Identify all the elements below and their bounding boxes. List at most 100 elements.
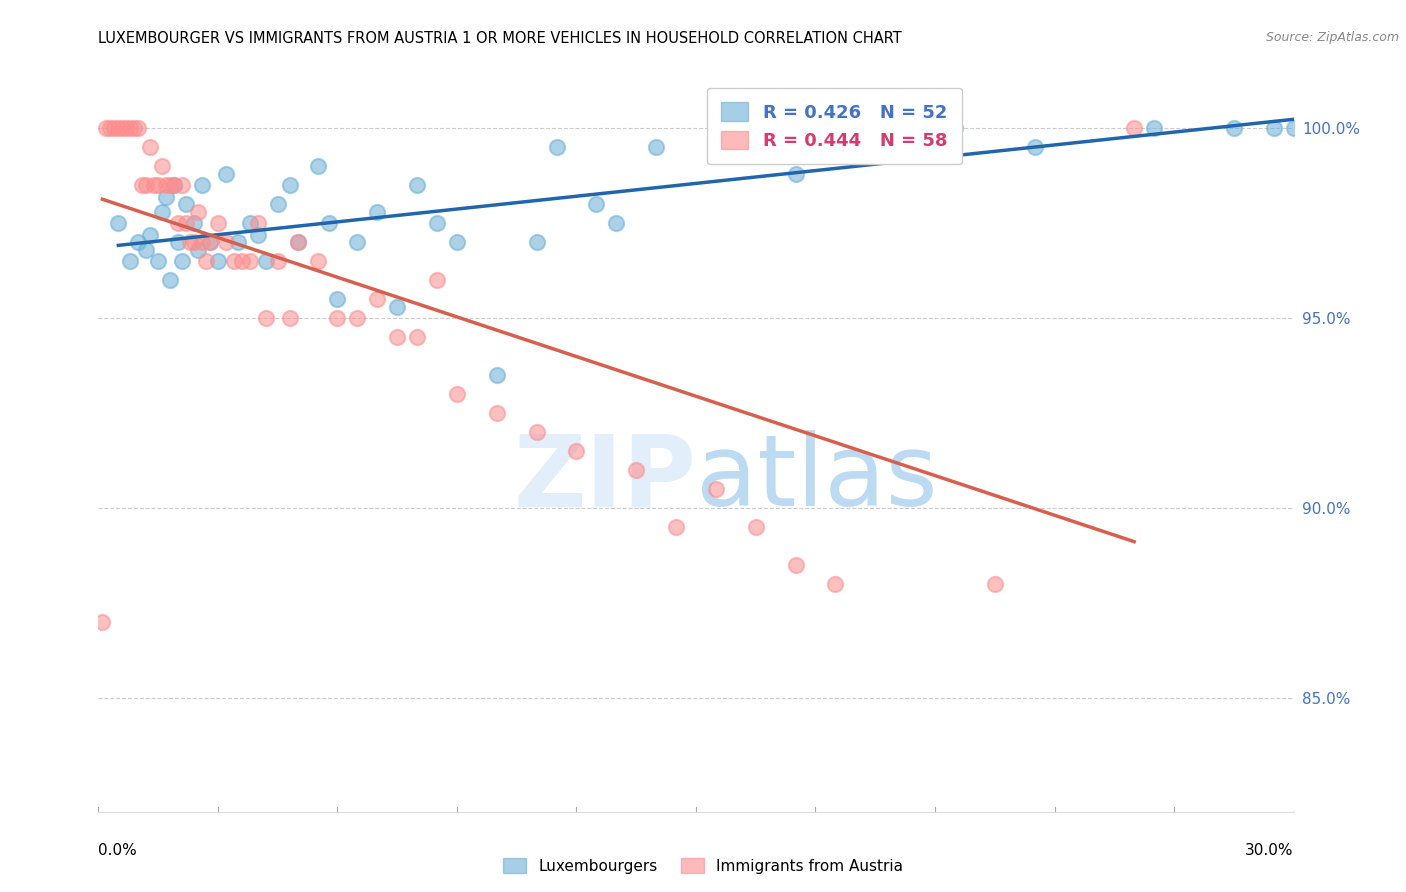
Point [526, 425, 548, 439]
Point [326, 311, 349, 326]
Point [1282, 121, 1305, 136]
Point [174, 197, 197, 211]
Point [100, 121, 122, 136]
Point [406, 178, 429, 193]
Point [626, 463, 648, 477]
Point [485, 368, 508, 383]
Point [179, 235, 201, 250]
Point [207, 254, 229, 268]
Point [124, 121, 146, 136]
Point [139, 140, 162, 154]
Point [148, 254, 170, 268]
Point [526, 235, 548, 250]
Point [107, 121, 129, 136]
Point [724, 140, 747, 154]
Point [546, 140, 568, 154]
Point [565, 444, 588, 458]
Point [163, 178, 186, 193]
Legend: R = 0.426   N = 52, R = 0.444   N = 58: R = 0.426 N = 52, R = 0.444 N = 58 [707, 87, 962, 164]
Point [665, 520, 688, 534]
Point [155, 189, 177, 203]
Point [163, 178, 186, 193]
Text: LUXEMBOURGER VS IMMIGRANTS FROM AUSTRIA 1 OR MORE VEHICLES IN HOUSEHOLD CORRELAT: LUXEMBOURGER VS IMMIGRANTS FROM AUSTRIA … [98, 31, 903, 46]
Point [645, 140, 668, 154]
Point [174, 216, 197, 230]
Point [426, 216, 449, 230]
Point [103, 121, 125, 136]
Point [785, 167, 807, 181]
Point [131, 178, 153, 193]
Point [426, 273, 449, 287]
Point [222, 254, 245, 268]
Point [172, 178, 194, 193]
Point [239, 254, 262, 268]
Point [239, 216, 262, 230]
Point [804, 140, 827, 154]
Point [366, 292, 388, 306]
Text: atlas: atlas [696, 430, 938, 527]
Point [1263, 121, 1285, 136]
Point [1123, 121, 1146, 136]
Point [135, 178, 157, 193]
Point [485, 406, 508, 420]
Point [346, 235, 368, 250]
Point [187, 243, 209, 257]
Point [585, 197, 607, 211]
Point [824, 577, 846, 591]
Point [150, 159, 173, 173]
Point [155, 178, 177, 193]
Text: Source: ZipAtlas.com: Source: ZipAtlas.com [1265, 31, 1399, 45]
Point [785, 558, 807, 572]
Point [96, 121, 118, 136]
Point [943, 121, 966, 136]
Point [385, 300, 409, 314]
Point [191, 178, 214, 193]
Point [143, 178, 166, 193]
Point [167, 235, 190, 250]
Point [246, 216, 269, 230]
Point [91, 615, 114, 629]
Point [127, 235, 149, 250]
Point [115, 121, 138, 136]
Point [254, 254, 277, 268]
Point [167, 216, 190, 230]
Point [215, 167, 238, 181]
Point [183, 216, 205, 230]
Point [191, 235, 214, 250]
Point [231, 254, 253, 268]
Point [278, 311, 301, 326]
Point [198, 235, 221, 250]
Point [254, 311, 277, 326]
Point [884, 140, 907, 154]
Point [120, 121, 142, 136]
Point [111, 121, 134, 136]
Point [278, 178, 301, 193]
Point [1143, 121, 1166, 136]
Point [605, 216, 627, 230]
Point [267, 197, 290, 211]
Legend: Luxembourgers, Immigrants from Austria: Luxembourgers, Immigrants from Austria [498, 852, 908, 880]
Point [326, 292, 349, 306]
Point [148, 178, 170, 193]
Point [287, 235, 309, 250]
Point [406, 330, 429, 344]
Text: 30.0%: 30.0% [1246, 843, 1294, 858]
Point [172, 254, 194, 268]
Point [307, 254, 329, 268]
Point [107, 216, 129, 230]
Point [346, 311, 368, 326]
Point [150, 204, 173, 219]
Point [1024, 140, 1046, 154]
Point [226, 235, 249, 250]
Point [198, 235, 221, 250]
Point [704, 121, 727, 136]
Point [159, 178, 181, 193]
Point [195, 254, 218, 268]
Point [215, 235, 238, 250]
Point [207, 216, 229, 230]
Point [884, 121, 907, 136]
Point [446, 387, 468, 401]
Point [187, 204, 209, 219]
Point [139, 227, 162, 242]
Point [366, 204, 388, 219]
